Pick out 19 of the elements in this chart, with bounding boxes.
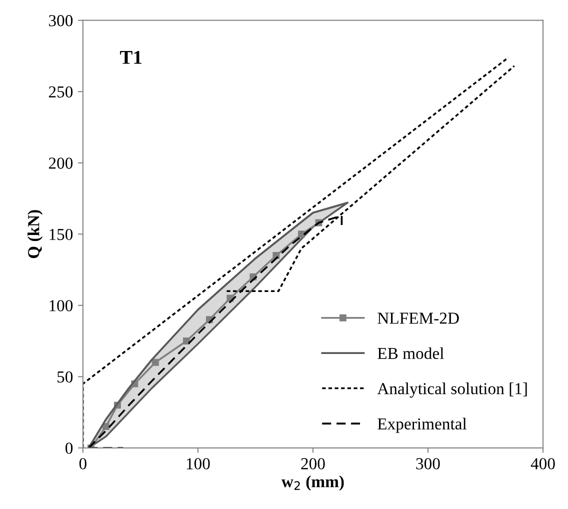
y-tick-label: 150: [50, 228, 73, 240]
x-tick-label: 100: [186, 458, 210, 470]
x-tick-label: 200: [301, 458, 325, 470]
y-tick-label: 100: [50, 300, 73, 312]
legend-label: Experimental: [378, 418, 467, 433]
y-tick-label: 200: [48, 158, 73, 169]
y-tick-label: 300: [49, 15, 73, 26]
legend-label: Analytical solution [1]: [377, 382, 527, 398]
legend-label: EB model: [378, 347, 444, 360]
x-tick-label: 0: [79, 458, 86, 470]
legend-label: NLFEM-2D: [378, 312, 459, 324]
y-tick-label: 0: [66, 442, 73, 454]
x-tick-label: 400: [530, 458, 555, 470]
annotation: T1: [120, 50, 142, 64]
x-tick-label: 300: [416, 458, 440, 470]
y-tick-label: 50: [58, 371, 73, 383]
y-axis-title: Q (kN): [28, 210, 43, 258]
y-tick-label: 250: [48, 86, 73, 98]
x-axis-title: w$_{2}$ (mm): [281, 476, 344, 491]
